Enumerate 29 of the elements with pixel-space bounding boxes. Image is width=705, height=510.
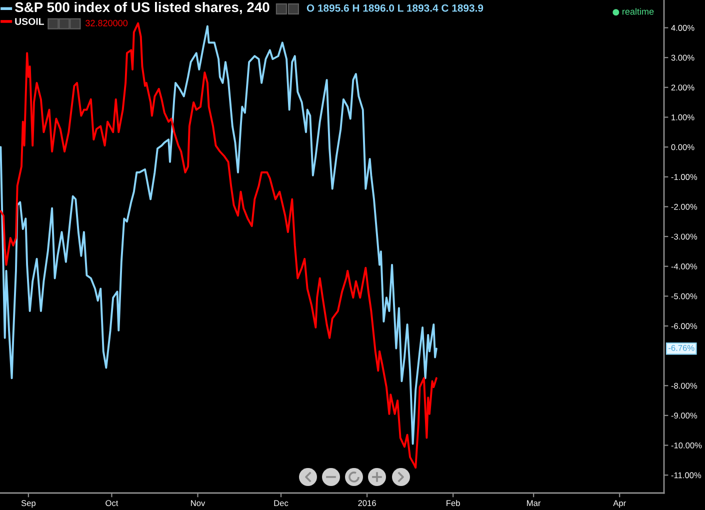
y-tick-label: -4.00% [671, 264, 698, 270]
y-tick-label: -9.00% [671, 412, 698, 419]
annotation: 32.820000 [86, 20, 128, 26]
y-tick-label: -3.00% [671, 234, 698, 240]
y-tick-label: -5.00% [671, 293, 698, 300]
x-tick-label: Apr [613, 500, 626, 508]
x-tick-label: Sep [21, 500, 36, 508]
y-tick-label: -11.00% [671, 472, 702, 478]
annotation: realtime [622, 8, 654, 15]
y-tick-label: -2.00% [671, 204, 698, 210]
annotation: O 1895.6 H 1896.0 L 1893.4 C 1893.9 [306, 4, 484, 12]
legend-label: USOIL [15, 18, 44, 25]
y-tick-label: 3.00% [671, 54, 694, 61]
x-tick-label: Mar [527, 500, 541, 506]
x-tick-label: Feb [446, 500, 460, 506]
y-tick-label: -8.00% [671, 382, 698, 389]
y-tick-label: 4.00% [671, 24, 694, 31]
x-tick-label: Nov [191, 500, 206, 506]
y-tick-label: 2.00% [671, 84, 694, 90]
annotation: -6.76% [668, 344, 694, 351]
y-tick-label: -10.00% [671, 442, 702, 448]
x-tick-label: Dec [274, 500, 288, 506]
legend-label: S&P 500 index of US listed shares, 240 [14, 2, 270, 14]
y-tick-label: -6.00% [671, 323, 698, 330]
y-tick-label: -1.00% [671, 174, 698, 180]
x-tick-label: Oct [106, 500, 118, 506]
x-tick-label: 2016 [358, 500, 376, 506]
y-tick-label: 0.00% [671, 144, 694, 150]
y-tick-label: 1.00% [672, 114, 694, 120]
